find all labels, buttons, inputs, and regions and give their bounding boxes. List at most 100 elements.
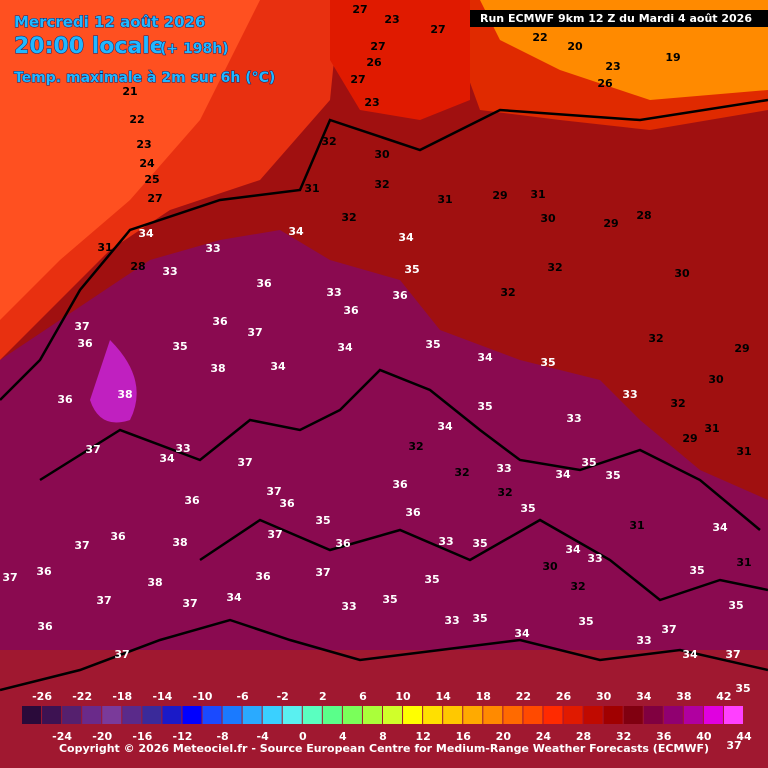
temperature-label: 36 — [184, 494, 200, 507]
temperature-label: 37 — [2, 571, 17, 584]
temperature-label: 33 — [438, 535, 453, 548]
temperature-label: 32 — [547, 261, 562, 274]
temperature-label: 35 — [472, 612, 487, 625]
color-swatch — [623, 706, 643, 724]
temperature-label: 21 — [122, 85, 137, 98]
colorbar-label: -2 — [277, 690, 289, 703]
temperature-label: 32 — [570, 580, 585, 593]
temperature-label: 35 — [425, 338, 440, 351]
colorbar-label: -10 — [193, 690, 213, 703]
temperature-label: 36 — [279, 497, 295, 510]
color-swatch — [82, 706, 102, 724]
temperature-label: 27 — [147, 192, 162, 205]
contour-line — [0, 618, 768, 692]
temperature-label: 37 — [74, 320, 89, 333]
contour-line — [39, 368, 761, 531]
hot-spot — [90, 340, 137, 423]
temperature-label: 35 — [172, 340, 187, 353]
temperature-label: 33 — [326, 286, 341, 299]
temperature-label: 32 — [321, 135, 336, 148]
colorbar-label: -6 — [236, 690, 249, 703]
temperature-label: 37 — [237, 456, 252, 469]
temperature-label: 27 — [350, 73, 365, 86]
temperature-label: 23 — [605, 60, 620, 73]
colorbar-label: -4 — [257, 730, 270, 743]
color-swatch — [62, 706, 82, 724]
colorbar-label: -22 — [72, 690, 92, 703]
colorbar-label: -24 — [52, 730, 72, 743]
temperature-label: 30 — [674, 267, 690, 280]
color-swatch — [463, 706, 483, 724]
temperature-label: 34 — [270, 360, 286, 373]
color-swatch — [262, 706, 282, 724]
colorbar-label: -18 — [112, 690, 132, 703]
temperature-labels: 2723272726272322201923262122232425273128… — [2, 3, 751, 752]
color-swatch — [322, 706, 342, 724]
contours — [0, 98, 768, 692]
temperature-label: 38 — [117, 388, 132, 401]
temperature-label: 34 — [337, 341, 353, 354]
color-swatch — [362, 706, 382, 724]
temperature-label: 27 — [430, 23, 445, 36]
parameter: Temp. maximale à 2m sur 6h (°C) — [14, 70, 275, 86]
color-swatch — [403, 706, 423, 724]
temperature-label: 35 — [728, 599, 743, 612]
colorbar-label: 6 — [359, 690, 367, 703]
temperature-label: 36 — [335, 537, 351, 550]
temperature-label: 37 — [74, 539, 89, 552]
temperature-label: 22 — [129, 113, 144, 126]
temperature-label: 32 — [408, 440, 423, 453]
temperature-label: 34 — [437, 420, 453, 433]
color-swatch — [122, 706, 142, 724]
colorbar-label: -20 — [92, 730, 112, 743]
temperature-label: 19 — [665, 51, 680, 64]
colorbar-label: 28 — [576, 730, 591, 743]
temperature-label: 35 — [424, 573, 439, 586]
color-swatch — [603, 706, 623, 724]
temperature-label: 33 — [341, 600, 356, 613]
temperature-label: 36 — [392, 478, 408, 491]
colorbar-label: 34 — [636, 690, 652, 703]
colorbar-label: 2 — [319, 690, 327, 703]
contour-line — [199, 518, 768, 602]
temperature-label: 34 — [138, 227, 154, 240]
temperature-label: 36 — [212, 315, 228, 328]
temperature-label: 37 — [267, 528, 282, 541]
temperature-label: 31 — [530, 188, 545, 201]
color-swatch — [302, 706, 322, 724]
colorbar-label: 38 — [676, 690, 691, 703]
run-label: Run ECMWF 9km 12 Z du Mardi 4 août 2026 — [480, 12, 752, 25]
temperature-label: 30 — [708, 373, 724, 386]
temperature-label: 36 — [57, 393, 73, 406]
temperature-label: 23 — [136, 138, 151, 151]
temperature-label: 32 — [454, 466, 469, 479]
copyright: Copyright © 2026 Meteociel.fr - Source E… — [59, 742, 709, 755]
colorbar-label: 20 — [496, 730, 512, 743]
temperature-label: 37 — [725, 648, 740, 661]
temperature-label: 27 — [352, 3, 367, 16]
temperature-label: 37 — [85, 443, 100, 456]
temperature-label: 37 — [315, 566, 330, 579]
temperature-label: 33 — [205, 242, 220, 255]
colorbar-label: 14 — [436, 690, 452, 703]
temperature-label: 35 — [472, 537, 487, 550]
color-swatch — [202, 706, 222, 724]
temperature-label: 35 — [382, 593, 397, 606]
temperature-label: 32 — [500, 286, 515, 299]
temperature-label: 35 — [520, 502, 535, 515]
colorbar: -26 -22 -18 -14 -10 -6 -2 2 6 10 14 18 22 26 30 34 38 42-… — [22, 690, 752, 743]
temperature-label: 30 — [540, 212, 556, 225]
temperature-label: 33 — [566, 412, 581, 425]
colorbar-label: 22 — [516, 690, 531, 703]
temperature-label: 31 — [736, 445, 751, 458]
colorbar-label: 4 — [339, 730, 347, 743]
colorbar-label: -26 — [32, 690, 52, 703]
temperature-label: 34 — [159, 452, 175, 465]
time: 20:00 locale — [14, 34, 165, 59]
temperature-label: 28 — [130, 260, 145, 273]
temperature-label: 25 — [144, 173, 159, 186]
temperature-label: 36 — [256, 277, 272, 290]
colorbar-label: -8 — [216, 730, 228, 743]
temperature-label: 35 — [689, 564, 704, 577]
